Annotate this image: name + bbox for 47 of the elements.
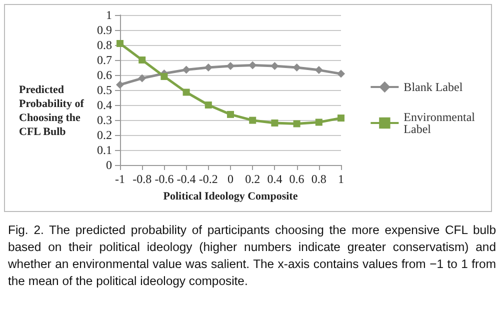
legend-label: Blank Label — [404, 80, 464, 94]
x-axis-title: Political Ideology Composite — [163, 190, 298, 202]
point — [337, 70, 345, 78]
y-tick-label: 0.1 — [97, 143, 112, 157]
point — [249, 116, 256, 124]
y-axis-title: Predicted Probability of Choosing the CFL Bulb — [19, 84, 87, 138]
point — [314, 66, 323, 74]
y-tick-label: 0.4 — [97, 98, 112, 112]
point — [182, 88, 190, 96]
point — [226, 62, 234, 70]
point — [270, 62, 279, 70]
y-tick-label: 0 — [106, 158, 112, 172]
y-tick-label: 0.8 — [97, 38, 112, 52]
x-tick-label: -0.6 — [154, 172, 174, 186]
x-tick-label: 0.8 — [311, 172, 326, 186]
point — [116, 80, 124, 89]
y-tick-label: 0.2 — [97, 128, 112, 142]
legend-label: Environmental Label — [404, 110, 478, 136]
point — [204, 64, 212, 72]
y-tick-label: 1 — [106, 8, 112, 22]
caption: Fig. 2. The predicted probability of participants choosing the more expensive CFL bulb based on their political ideology (higher numbers indicate greater conservatism) and whether an environmental value was salient. The x-axis contains values from −1 to 1 from the mean of the political ideology composite. — [8, 222, 496, 290]
x-tick-label: 0 — [228, 172, 234, 186]
point — [138, 74, 146, 82]
x-tick-label: -0.4 — [176, 172, 196, 186]
point — [160, 73, 168, 80]
x-tick-label: 0.4 — [267, 172, 282, 186]
x-tick-label: 1 — [338, 172, 344, 186]
x-tick-label: 0.6 — [289, 172, 304, 186]
point — [204, 102, 212, 108]
point — [116, 40, 124, 47]
point — [338, 114, 344, 122]
point — [227, 110, 234, 118]
x-tick-label: -0.8 — [132, 172, 152, 186]
point — [271, 120, 278, 126]
y-tick-label: 0.5 — [97, 83, 112, 97]
point — [182, 66, 190, 74]
x-tick-label: -0.2 — [198, 172, 218, 186]
y-tick-label: 0.3 — [97, 113, 112, 127]
point — [292, 64, 301, 72]
point — [293, 120, 300, 128]
y-tick-label: 0.7 — [97, 53, 112, 67]
y-tick-label: 0.9 — [97, 23, 112, 37]
x-tick-label: 0.2 — [245, 172, 260, 186]
x-tick-label: -1 — [115, 172, 125, 186]
point — [315, 118, 322, 126]
point — [138, 56, 146, 64]
y-tick-label: 0.6 — [97, 68, 112, 82]
